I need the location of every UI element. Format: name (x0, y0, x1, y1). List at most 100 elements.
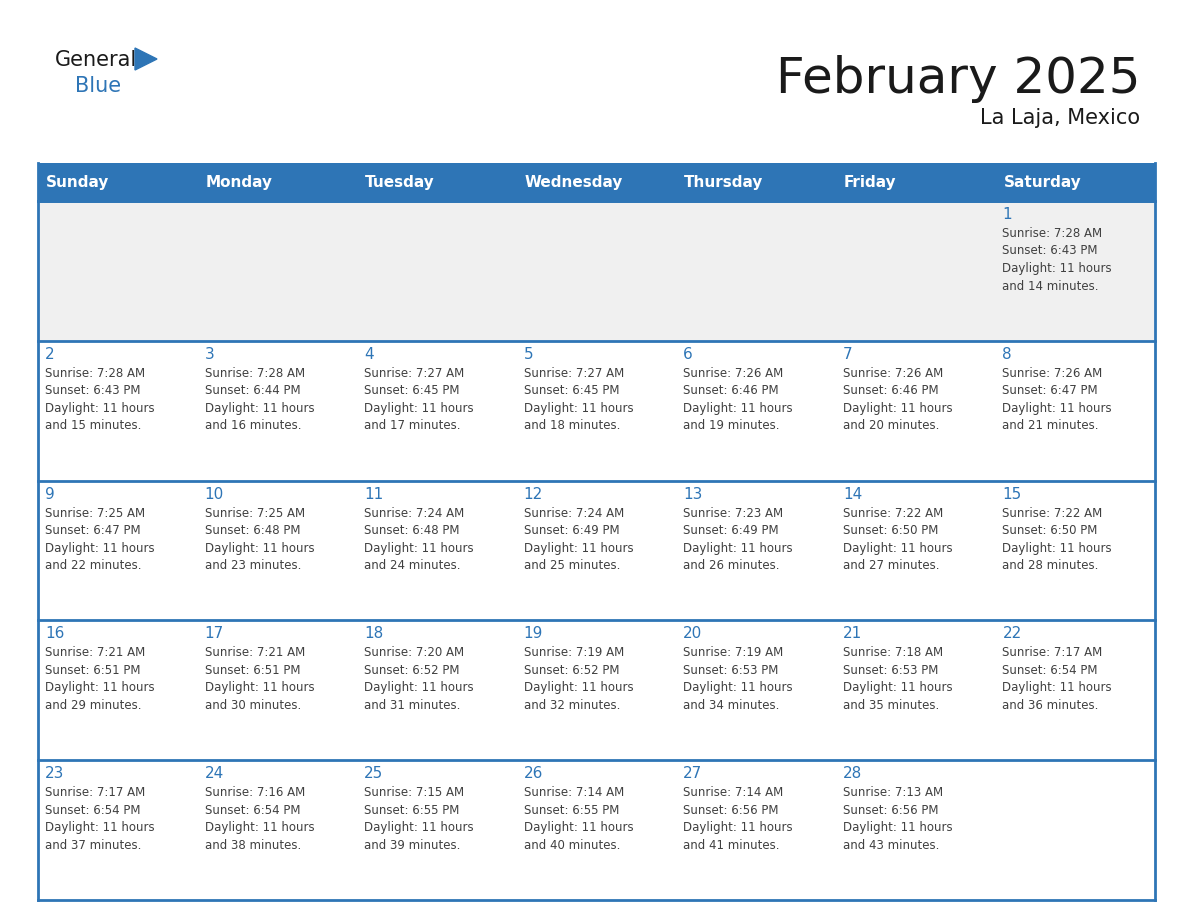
Text: Sunrise: 7:21 AM
Sunset: 6:51 PM
Daylight: 11 hours
and 29 minutes.: Sunrise: 7:21 AM Sunset: 6:51 PM Dayligh… (45, 646, 154, 711)
Text: Sunrise: 7:16 AM
Sunset: 6:54 PM
Daylight: 11 hours
and 38 minutes.: Sunrise: 7:16 AM Sunset: 6:54 PM Dayligh… (204, 786, 314, 852)
Text: 16: 16 (45, 626, 64, 642)
Text: 17: 17 (204, 626, 223, 642)
Text: 1: 1 (1003, 207, 1012, 222)
Text: Sunrise: 7:22 AM
Sunset: 6:50 PM
Daylight: 11 hours
and 27 minutes.: Sunrise: 7:22 AM Sunset: 6:50 PM Dayligh… (842, 507, 953, 572)
Text: 9: 9 (45, 487, 55, 501)
Bar (197, 621, 358, 760)
Text: 3: 3 (204, 347, 214, 362)
Text: Sunrise: 7:15 AM
Sunset: 6:55 PM
Daylight: 11 hours
and 39 minutes.: Sunrise: 7:15 AM Sunset: 6:55 PM Dayligh… (365, 786, 474, 852)
Text: 13: 13 (683, 487, 702, 501)
Text: 20: 20 (683, 626, 702, 642)
Text: 22: 22 (1003, 626, 1022, 642)
Text: 27: 27 (683, 767, 702, 781)
Text: Sunrise: 7:21 AM
Sunset: 6:51 PM
Daylight: 11 hours
and 30 minutes.: Sunrise: 7:21 AM Sunset: 6:51 PM Dayligh… (204, 646, 314, 711)
Text: 21: 21 (842, 626, 862, 642)
Bar (676, 760, 836, 900)
Bar (676, 621, 836, 760)
Text: 5: 5 (524, 347, 533, 362)
Bar (676, 481, 836, 621)
Text: Wednesday: Wednesday (525, 174, 623, 189)
Text: Sunrise: 7:19 AM
Sunset: 6:52 PM
Daylight: 11 hours
and 32 minutes.: Sunrise: 7:19 AM Sunset: 6:52 PM Dayligh… (524, 646, 633, 711)
Bar (517, 341, 676, 481)
Bar (836, 760, 996, 900)
Text: Monday: Monday (206, 174, 272, 189)
Text: Sunrise: 7:28 AM
Sunset: 6:43 PM
Daylight: 11 hours
and 15 minutes.: Sunrise: 7:28 AM Sunset: 6:43 PM Dayligh… (45, 367, 154, 432)
Text: February 2025: February 2025 (776, 55, 1140, 103)
Bar (517, 621, 676, 760)
Text: 2: 2 (45, 347, 55, 362)
Text: Sunrise: 7:28 AM
Sunset: 6:44 PM
Daylight: 11 hours
and 16 minutes.: Sunrise: 7:28 AM Sunset: 6:44 PM Dayligh… (204, 367, 314, 432)
Text: Sunrise: 7:23 AM
Sunset: 6:49 PM
Daylight: 11 hours
and 26 minutes.: Sunrise: 7:23 AM Sunset: 6:49 PM Dayligh… (683, 507, 792, 572)
Text: 19: 19 (524, 626, 543, 642)
Bar (517, 760, 676, 900)
Text: Sunrise: 7:24 AM
Sunset: 6:49 PM
Daylight: 11 hours
and 25 minutes.: Sunrise: 7:24 AM Sunset: 6:49 PM Dayligh… (524, 507, 633, 572)
Text: Sunrise: 7:26 AM
Sunset: 6:46 PM
Daylight: 11 hours
and 19 minutes.: Sunrise: 7:26 AM Sunset: 6:46 PM Dayligh… (683, 367, 792, 432)
Text: 6: 6 (683, 347, 693, 362)
Text: 24: 24 (204, 767, 223, 781)
Text: 11: 11 (365, 487, 384, 501)
Bar (358, 621, 517, 760)
Text: Sunrise: 7:19 AM
Sunset: 6:53 PM
Daylight: 11 hours
and 34 minutes.: Sunrise: 7:19 AM Sunset: 6:53 PM Dayligh… (683, 646, 792, 711)
Text: Sunrise: 7:13 AM
Sunset: 6:56 PM
Daylight: 11 hours
and 43 minutes.: Sunrise: 7:13 AM Sunset: 6:56 PM Dayligh… (842, 786, 953, 852)
Bar (996, 341, 1155, 481)
Bar (38, 481, 197, 621)
Text: Sunrise: 7:24 AM
Sunset: 6:48 PM
Daylight: 11 hours
and 24 minutes.: Sunrise: 7:24 AM Sunset: 6:48 PM Dayligh… (365, 507, 474, 572)
Text: Sunrise: 7:25 AM
Sunset: 6:47 PM
Daylight: 11 hours
and 22 minutes.: Sunrise: 7:25 AM Sunset: 6:47 PM Dayligh… (45, 507, 154, 572)
Text: La Laja, Mexico: La Laja, Mexico (980, 108, 1140, 128)
Polygon shape (135, 48, 157, 70)
Text: 15: 15 (1003, 487, 1022, 501)
Bar (517, 201, 676, 341)
Bar (197, 760, 358, 900)
Text: General: General (55, 50, 138, 70)
Text: 10: 10 (204, 487, 223, 501)
Text: Sunrise: 7:28 AM
Sunset: 6:43 PM
Daylight: 11 hours
and 14 minutes.: Sunrise: 7:28 AM Sunset: 6:43 PM Dayligh… (1003, 227, 1112, 293)
Text: Sunrise: 7:22 AM
Sunset: 6:50 PM
Daylight: 11 hours
and 28 minutes.: Sunrise: 7:22 AM Sunset: 6:50 PM Dayligh… (1003, 507, 1112, 572)
Text: 7: 7 (842, 347, 853, 362)
Bar (38, 621, 197, 760)
Bar (996, 621, 1155, 760)
Bar (996, 481, 1155, 621)
Text: 23: 23 (45, 767, 64, 781)
Bar (358, 341, 517, 481)
Text: 25: 25 (365, 767, 384, 781)
Bar (836, 201, 996, 341)
Text: 12: 12 (524, 487, 543, 501)
Bar (358, 760, 517, 900)
Text: Sunrise: 7:14 AM
Sunset: 6:55 PM
Daylight: 11 hours
and 40 minutes.: Sunrise: 7:14 AM Sunset: 6:55 PM Dayligh… (524, 786, 633, 852)
Text: Sunrise: 7:20 AM
Sunset: 6:52 PM
Daylight: 11 hours
and 31 minutes.: Sunrise: 7:20 AM Sunset: 6:52 PM Dayligh… (365, 646, 474, 711)
Text: 8: 8 (1003, 347, 1012, 362)
Bar (836, 621, 996, 760)
Bar (38, 760, 197, 900)
Text: 14: 14 (842, 487, 862, 501)
Bar (197, 201, 358, 341)
Text: 4: 4 (365, 347, 374, 362)
Text: Saturday: Saturday (1004, 174, 1081, 189)
Bar (676, 341, 836, 481)
Text: Sunrise: 7:17 AM
Sunset: 6:54 PM
Daylight: 11 hours
and 37 minutes.: Sunrise: 7:17 AM Sunset: 6:54 PM Dayligh… (45, 786, 154, 852)
Text: 26: 26 (524, 767, 543, 781)
Bar (996, 201, 1155, 341)
Text: 28: 28 (842, 767, 862, 781)
Text: Sunday: Sunday (46, 174, 109, 189)
Text: Sunrise: 7:17 AM
Sunset: 6:54 PM
Daylight: 11 hours
and 36 minutes.: Sunrise: 7:17 AM Sunset: 6:54 PM Dayligh… (1003, 646, 1112, 711)
Bar (38, 341, 197, 481)
Text: Blue: Blue (75, 76, 121, 96)
Bar (197, 481, 358, 621)
Bar (358, 201, 517, 341)
Bar (38, 201, 197, 341)
Text: Sunrise: 7:26 AM
Sunset: 6:46 PM
Daylight: 11 hours
and 20 minutes.: Sunrise: 7:26 AM Sunset: 6:46 PM Dayligh… (842, 367, 953, 432)
Bar (996, 760, 1155, 900)
Bar (38, 163, 1155, 201)
Bar (517, 481, 676, 621)
Bar (676, 201, 836, 341)
Bar (836, 341, 996, 481)
Text: Friday: Friday (843, 174, 897, 189)
Text: Sunrise: 7:26 AM
Sunset: 6:47 PM
Daylight: 11 hours
and 21 minutes.: Sunrise: 7:26 AM Sunset: 6:47 PM Dayligh… (1003, 367, 1112, 432)
Bar (197, 341, 358, 481)
Text: Sunrise: 7:25 AM
Sunset: 6:48 PM
Daylight: 11 hours
and 23 minutes.: Sunrise: 7:25 AM Sunset: 6:48 PM Dayligh… (204, 507, 314, 572)
Bar (836, 481, 996, 621)
Text: Tuesday: Tuesday (365, 174, 435, 189)
Text: Sunrise: 7:18 AM
Sunset: 6:53 PM
Daylight: 11 hours
and 35 minutes.: Sunrise: 7:18 AM Sunset: 6:53 PM Dayligh… (842, 646, 953, 711)
Text: 18: 18 (365, 626, 384, 642)
Text: Thursday: Thursday (684, 174, 764, 189)
